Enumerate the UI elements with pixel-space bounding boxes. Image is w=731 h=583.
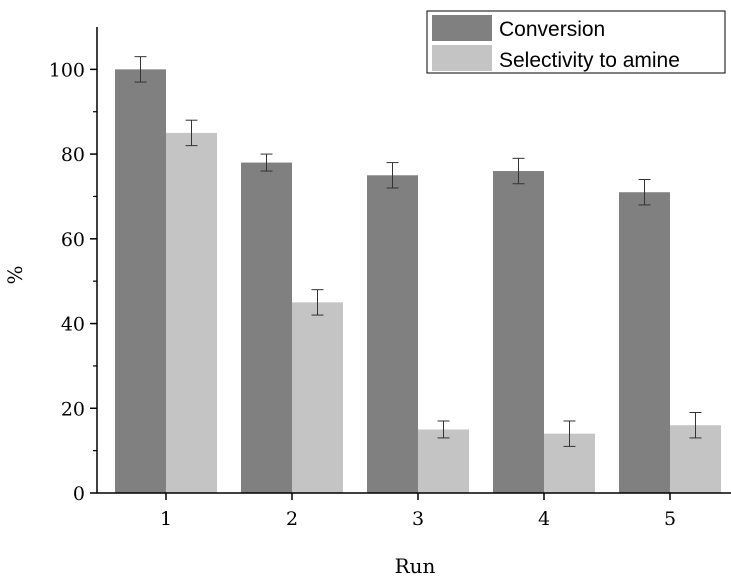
bar-conversion-run-2 [241,162,292,493]
x-tick-label-5: 5 [664,508,676,530]
error-bar-selectivity-run-4 [563,420,576,447]
error-bar-conversion-run-3 [386,162,399,189]
x-tick-label-4: 4 [538,508,550,530]
bar-selectivity-run-2 [292,302,343,493]
x-tick-label-1: 1 [160,508,172,530]
error-bar-selectivity-run-1 [185,119,198,147]
legend-label-selectivity: Selectivity to amine [499,49,680,72]
y-axis-title: % [3,265,27,284]
error-bar-selectivity-run-3 [437,420,450,439]
y-tick-label-80: 80 [61,144,85,166]
bar-conversion-run-3 [367,175,418,494]
error-bar-conversion-run-1 [134,56,147,83]
error-bar-conversion-run-2 [260,153,273,172]
bar-conversion-run-5 [619,192,670,493]
y-tick-label-60: 60 [61,229,85,251]
error-bar-selectivity-run-2 [311,289,324,316]
error-bar-conversion-run-5 [638,179,651,206]
bar-selectivity-run-1 [166,132,217,493]
axes: 1 2 3 4 5 0 20 40 60 80 100 [49,27,731,530]
y-tick-label-20: 20 [61,398,85,420]
error-bar-selectivity-run-5 [689,412,702,439]
legend-swatch-selectivity [432,45,492,71]
legend-label-conversion: Conversion [499,18,605,41]
error-bar-conversion-run-4 [512,157,525,185]
bar-selectivity-run-3 [418,429,469,493]
x-axis-title: Run [395,554,436,578]
x-tick-label-3: 3 [412,508,424,530]
bar-conversion-run-4 [493,171,544,493]
bars-layer [115,69,721,494]
y-tick-label-100: 100 [49,59,85,81]
error-bars-layer [134,56,702,447]
legend-swatch-conversion [432,15,492,41]
legend: Conversion Selectivity to amine [426,10,726,74]
y-tick-label-0: 0 [73,483,85,505]
bar-conversion-run-1 [115,69,166,493]
y-tick-label-40: 40 [61,314,85,336]
x-tick-label-2: 2 [286,508,298,530]
